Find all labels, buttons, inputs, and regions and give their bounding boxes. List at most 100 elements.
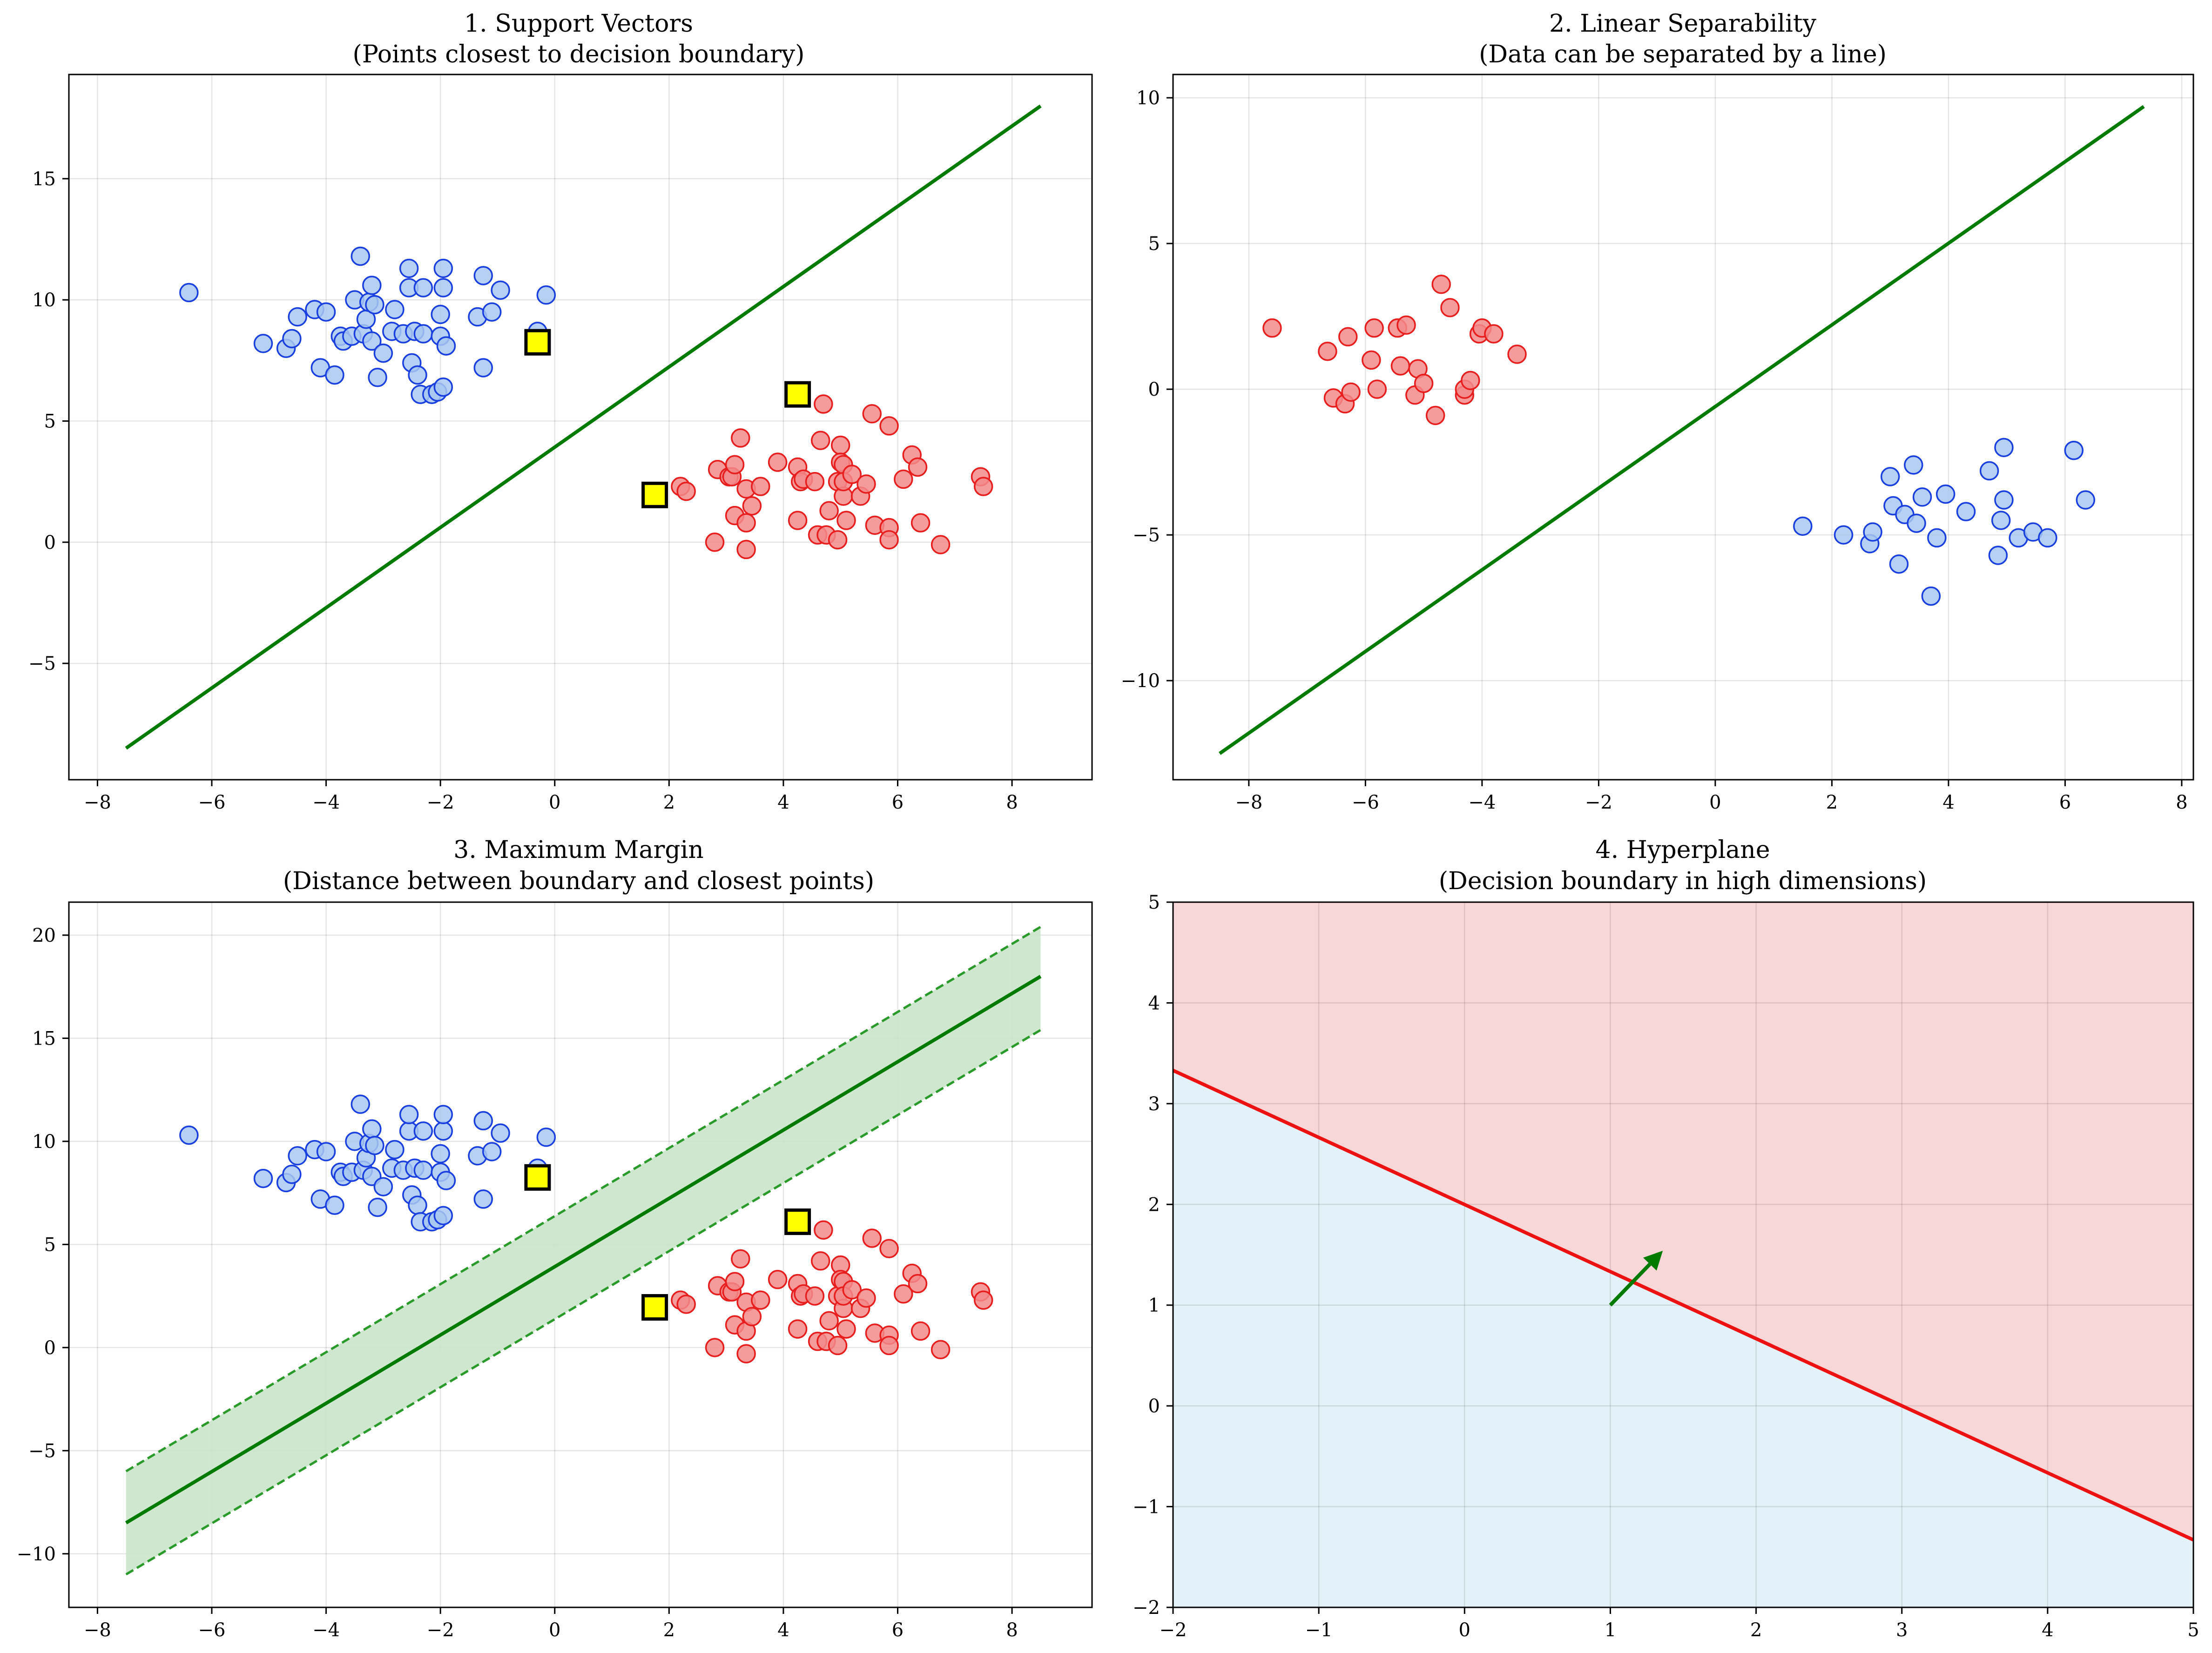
chart-3-class-b-point — [973, 1290, 993, 1310]
chart-1-y-tick-label: 15 — [32, 169, 56, 190]
chart-1-class-b-point — [819, 501, 839, 520]
chart-3-y-tick-label: 10 — [32, 1131, 56, 1153]
chart-1-class-b-point — [879, 530, 899, 550]
chart-1-class-a-point — [433, 258, 453, 278]
chart-3-class-b-point — [908, 1274, 928, 1294]
chart-3-class-a-point — [288, 1146, 307, 1166]
chart-1-x-tick-label: 6 — [892, 792, 904, 813]
chart-3-class-a-point — [431, 1144, 450, 1164]
chart-3-class-a-point — [373, 1177, 393, 1197]
chart-3-x-tick-label: −8 — [84, 1619, 111, 1641]
chart-2-class-a-point — [1507, 344, 1527, 364]
chart-3-class-a-point — [362, 1119, 382, 1139]
chart-2-y-tick-label: 0 — [1148, 379, 1160, 400]
chart-3-support-vector-marker — [641, 1294, 668, 1321]
chart-1-class-b-point — [731, 428, 750, 448]
chart-1-class-a-point — [288, 307, 307, 327]
chart-1-subtitle: (Points closest to decision boundary) — [353, 40, 805, 68]
chart-3-maximum-margin: −8 −6 −4 −2 0 2 4 6 8 −10 −5 0 5 10 15 20 — [17, 901, 1093, 1641]
chart-1-support-vector-marker — [784, 381, 811, 408]
chart-4-title: 4. Hyperplane — [1596, 836, 1770, 864]
chart-1-title: 1. Support Vectors — [464, 10, 693, 38]
chart-1-class-b-point — [736, 513, 756, 533]
chart-4-plot-area — [1173, 902, 2193, 1607]
chart-3-x-tick-label: −6 — [198, 1619, 225, 1641]
chart-2-class-b-point — [1979, 461, 1999, 481]
chart-3-x-tick-label: 0 — [549, 1619, 560, 1641]
chart-1-class-a-point — [473, 358, 493, 378]
chart-2-class-b-point — [1793, 516, 1813, 536]
chart-3-class-a-point — [253, 1168, 273, 1188]
chart-2-class-a-point — [1396, 315, 1416, 335]
chart-4-normal-vector-head — [1643, 1250, 1663, 1271]
chart-1-x-tick-label: −2 — [427, 792, 454, 813]
chart-1-class-b-point — [836, 511, 856, 530]
chart-1-y-tick-label: 5 — [44, 411, 56, 432]
chart-3-class-a-point — [368, 1197, 387, 1217]
chart-4-x-tick-label: 2 — [1750, 1619, 1762, 1641]
chart-3-class-b-point — [751, 1290, 770, 1310]
chart-1-x-tick-label: −4 — [312, 792, 340, 813]
chart-1-class-a-point — [436, 336, 456, 356]
chart-3-class-a-point — [433, 1121, 453, 1141]
chart-3-class-a-point — [433, 1105, 453, 1125]
chart-2-x-tick-label: −2 — [1585, 792, 1612, 813]
chart-3-class-b-point — [736, 1344, 756, 1363]
chart-1-x-tick-label: −8 — [84, 792, 111, 813]
chart-4-hyperplane-line — [1173, 1069, 2193, 1542]
chart-2-y-tick-label: 5 — [1148, 233, 1160, 255]
chart-1-class-b-point — [768, 452, 788, 472]
chart-3-class-a-point — [536, 1127, 556, 1147]
chart-4-normal-vector-shaft — [1609, 1262, 1652, 1307]
chart-4-hyperplane: −2 −1 0 1 2 3 4 5 −2 −1 0 1 2 3 4 5 — [1133, 892, 2199, 1641]
chart-1-decision-boundary-line — [125, 104, 1042, 750]
chart-3-x-tick-label: 8 — [1006, 1619, 1018, 1641]
chart-3-y-tick-label: 5 — [44, 1234, 56, 1255]
chart-3-class-a-point — [316, 1142, 336, 1161]
chart-1-x-tick-label: −6 — [198, 792, 225, 813]
chart-3-class-a-point — [179, 1125, 199, 1145]
chart-2-class-a-point — [1318, 341, 1337, 361]
chart-1-class-b-point — [725, 455, 745, 474]
chart-1-class-a-point — [408, 365, 427, 385]
chart-1-class-a-point — [536, 285, 556, 305]
chart-3-x-tick-label: −2 — [427, 1619, 454, 1641]
chart-2-class-a-point — [1431, 274, 1451, 294]
chart-1-x-tick-label: 2 — [663, 792, 675, 813]
chart-4-y-tick-label: −2 — [1133, 1597, 1160, 1619]
chart-2-class-b-point — [1907, 513, 1926, 533]
chart-2-class-b-point — [1904, 455, 1923, 475]
chart-3-class-b-point — [742, 1307, 762, 1327]
chart-1-class-b-point — [842, 465, 862, 484]
chart-2-y-tick-label: −5 — [1133, 525, 1160, 546]
chart-2-class-b-point — [1834, 525, 1854, 545]
chart-2-class-b-point — [1889, 554, 1909, 574]
chart-3-x-tick-label: 4 — [777, 1619, 789, 1641]
chart-1-class-b-point — [973, 477, 993, 496]
chart-3-class-b-point — [856, 1288, 876, 1308]
chart-1-x-tick-label: 0 — [549, 792, 560, 813]
chart-1-y-tick-label: −5 — [28, 653, 56, 675]
chart-1-class-b-point — [879, 416, 899, 436]
chart-4-region-above — [1173, 902, 2193, 1540]
chart-3-class-b-point — [910, 1321, 931, 1341]
chart-1-class-a-point — [413, 278, 433, 297]
chart-4-y-tick-label: 1 — [1148, 1295, 1160, 1316]
chart-1-class-a-point — [282, 329, 302, 349]
chart-1-class-b-point — [788, 511, 808, 530]
chart-3-class-a-point — [473, 1189, 493, 1209]
chart-1-class-b-point — [676, 481, 696, 501]
chart-3-margin-lower-line — [125, 1029, 1041, 1576]
chart-2-x-tick-label: −6 — [1352, 792, 1379, 813]
chart-3-y-tick-label: 0 — [44, 1337, 56, 1359]
chart-1-class-a-point — [365, 295, 384, 315]
chart-1-class-a-point — [316, 302, 336, 322]
chart-3-axes-frame — [68, 901, 1093, 1608]
chart-1-y-tick-label: 0 — [44, 532, 56, 553]
chart-1-class-a-point — [179, 283, 199, 303]
chart-2-y-tick-label: 10 — [1136, 88, 1160, 109]
chart-1-class-a-point — [491, 280, 510, 300]
chart-3-class-b-point — [862, 1228, 882, 1248]
chart-3-class-a-point — [282, 1164, 302, 1184]
chart-3-class-b-point — [819, 1311, 839, 1331]
